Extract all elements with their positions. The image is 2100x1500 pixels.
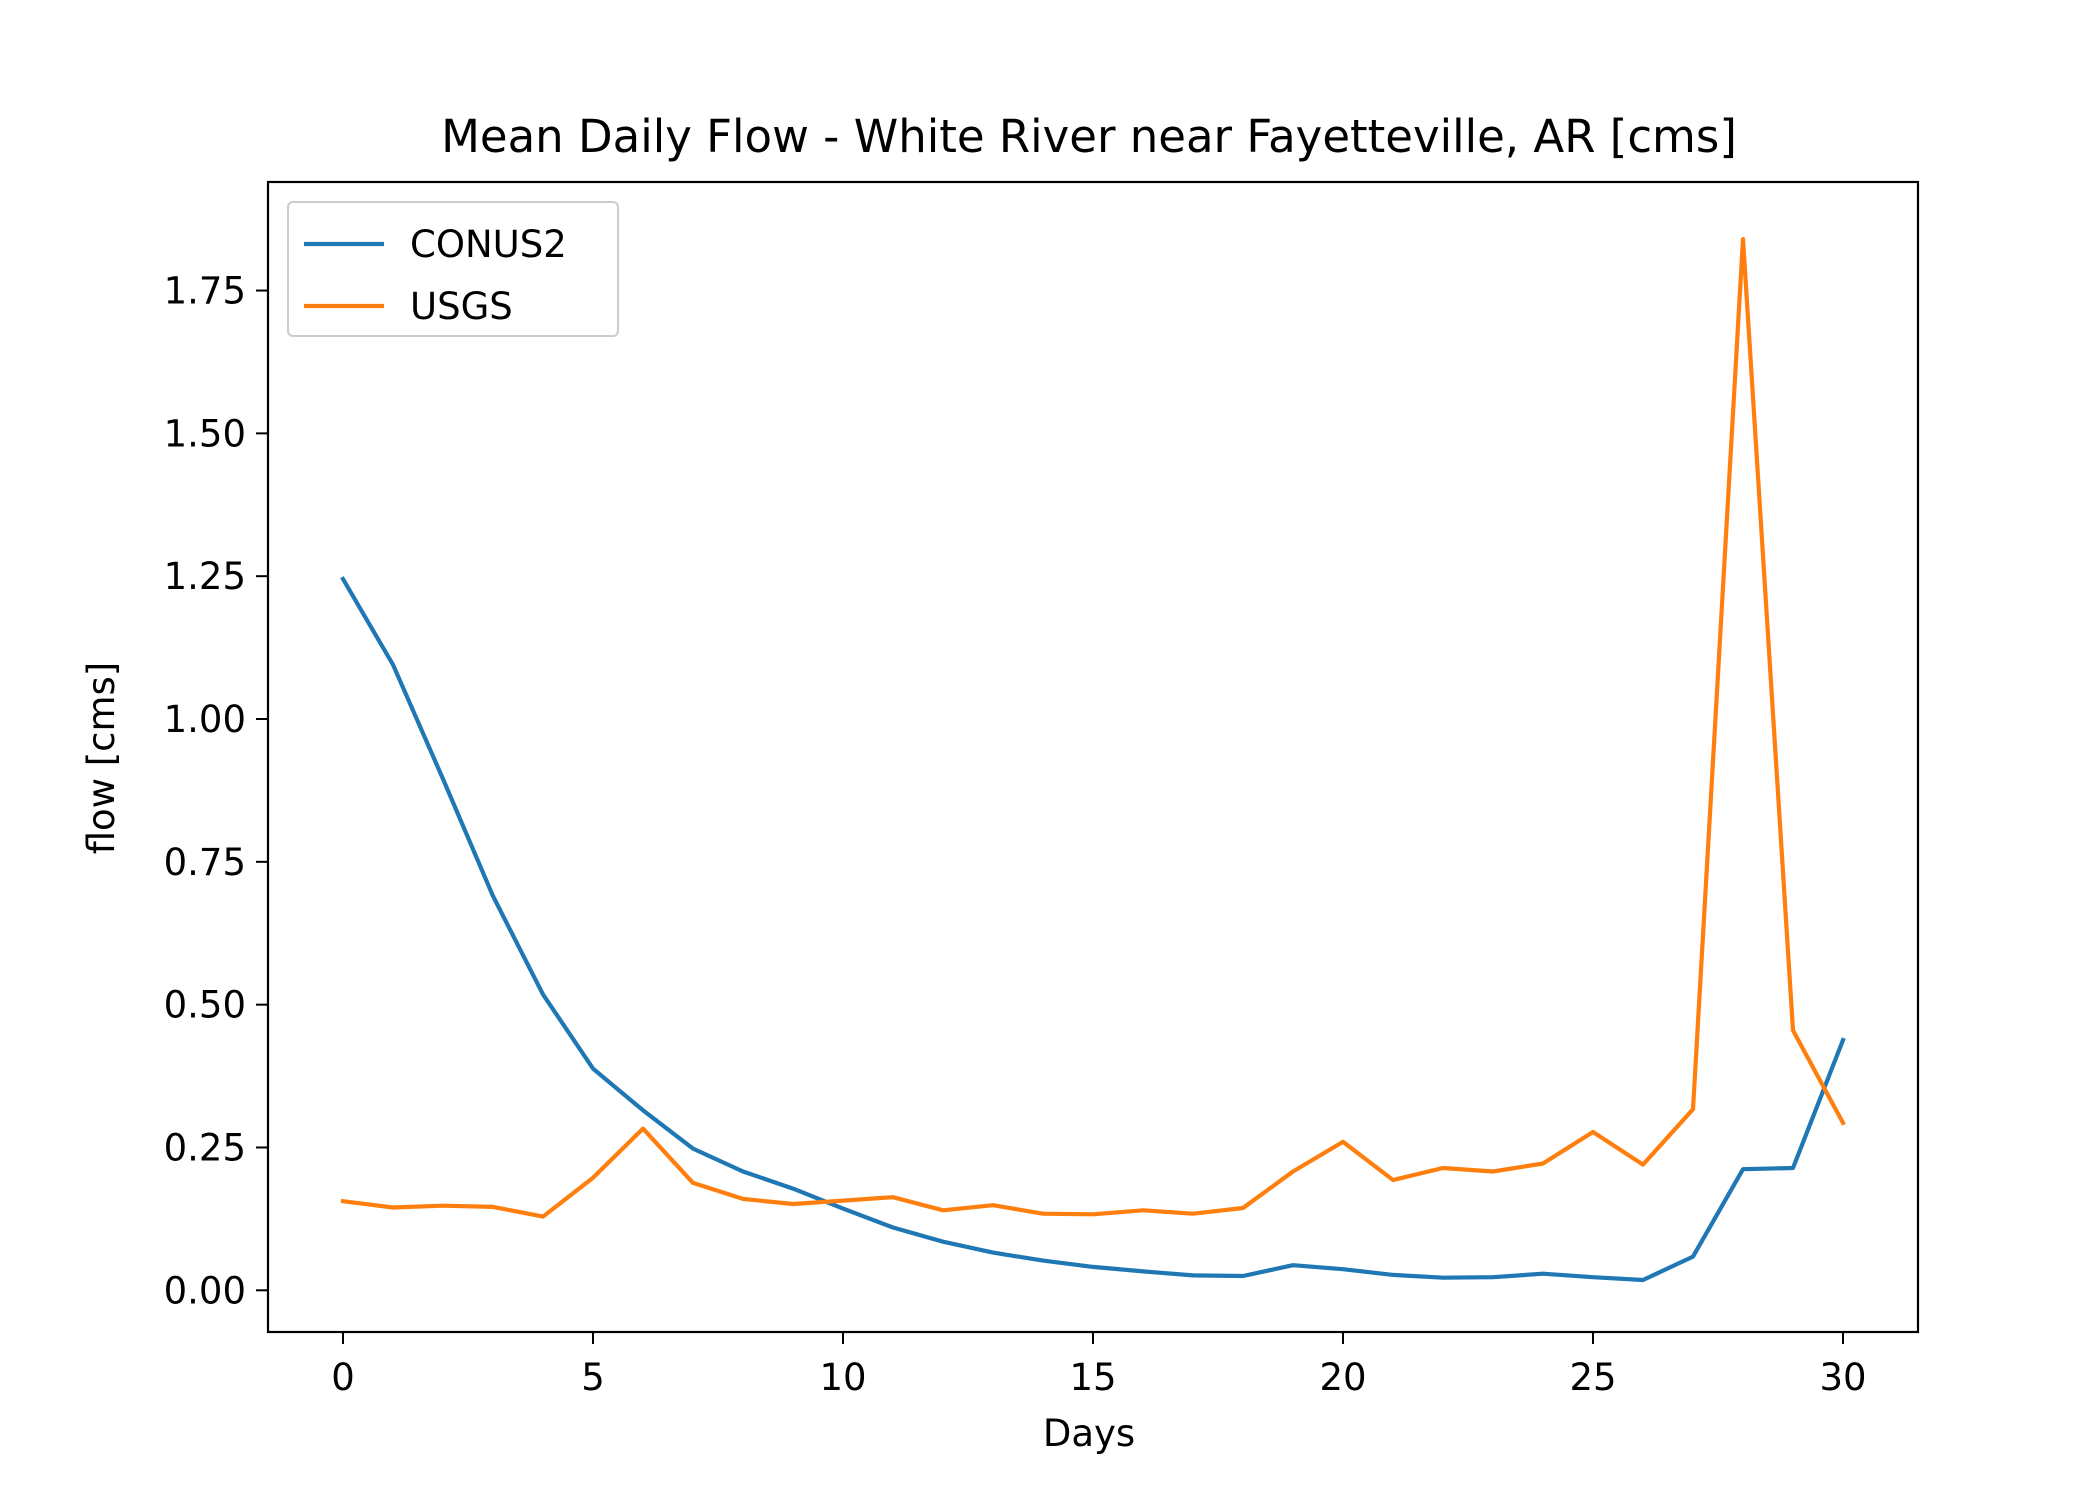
x-tick-label: 20 [1319,1356,1366,1399]
x-tick-label: 0 [331,1356,355,1399]
y-axis: 0.00 0.25 0.50 0.75 1.00 1.25 1.50 1.75 [164,270,268,1312]
x-tick-label: 25 [1569,1356,1616,1399]
y-tick-label: 1.50 [164,412,246,455]
y-axis-label: flow [cms] [80,662,123,855]
y-tick-label: 0.75 [164,841,246,884]
series-line-conus2 [340,576,1846,1283]
x-axis: 0 5 10 15 20 25 30 [331,1332,1867,1399]
x-tick-label: 15 [1069,1356,1116,1399]
y-tick-label: 0.50 [164,984,246,1027]
chart-title: Mean Daily Flow - White River near Fayet… [441,110,1737,163]
x-tick-label: 10 [819,1356,866,1399]
x-axis-label: Days [1043,1412,1135,1455]
y-tick-label: 1.00 [164,698,246,741]
y-tick-label: 0.00 [164,1269,246,1312]
legend-label-conus2: CONUS2 [410,223,567,266]
y-tick-label: 1.75 [164,270,246,313]
x-tick-label: 5 [581,1356,605,1399]
x-tick-label: 30 [1819,1356,1866,1399]
y-tick-label: 0.25 [164,1126,246,1169]
y-tick-label: 1.25 [164,555,246,598]
legend: CONUS2 USGS [287,201,619,337]
legend-label-usgs: USGS [410,285,513,328]
series-line-usgs [340,237,1846,1219]
legend-box [287,201,619,337]
